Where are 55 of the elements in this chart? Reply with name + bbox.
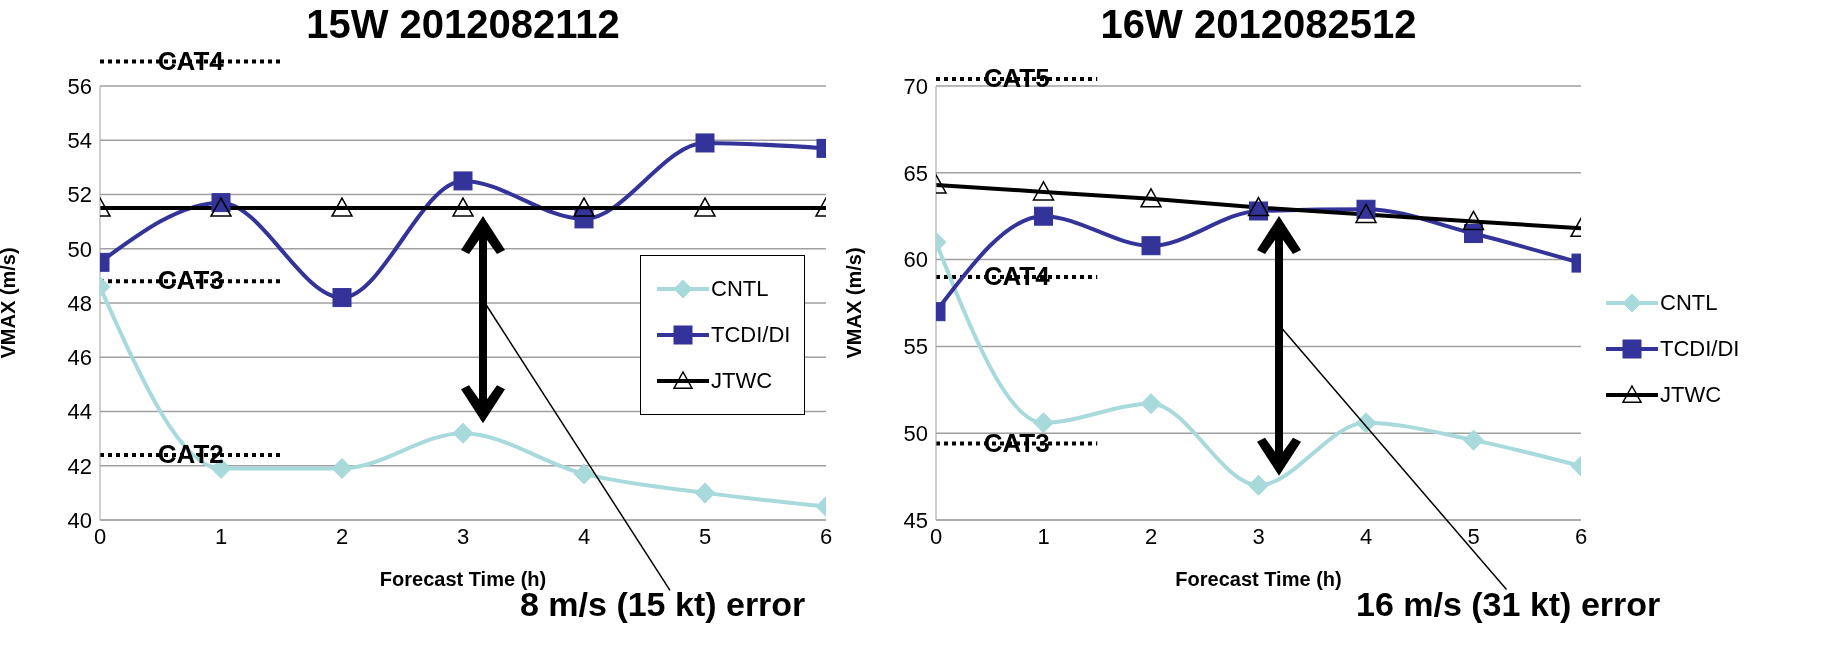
y-tick-label: 54 bbox=[67, 128, 92, 154]
y-tick-label: 42 bbox=[67, 453, 92, 479]
legend-label: CNTL bbox=[1660, 290, 1718, 316]
legend-label: CNTL bbox=[711, 276, 769, 302]
chart-title: 15W 2012082112 bbox=[305, 2, 621, 47]
point bbox=[453, 171, 473, 191]
y-tick-label: 52 bbox=[67, 182, 92, 208]
y-axis-title: VMAX (m/s) bbox=[843, 247, 866, 359]
point bbox=[573, 463, 595, 485]
y-tick-label: 55 bbox=[903, 334, 928, 360]
point bbox=[331, 457, 353, 479]
legend-label: TCDI/DI bbox=[1660, 336, 1740, 362]
y-tick-label: 46 bbox=[67, 345, 92, 371]
x-tick-label: 5 bbox=[1467, 523, 1480, 549]
point bbox=[1141, 236, 1161, 256]
y-tick-label: 40 bbox=[67, 507, 92, 533]
x-tick-label: 1 bbox=[214, 523, 228, 549]
y-tick-label: 44 bbox=[67, 399, 92, 425]
point bbox=[1355, 203, 1377, 224]
point bbox=[452, 422, 474, 444]
point bbox=[332, 288, 352, 308]
y-axis-title: VMAX (m/s) bbox=[0, 247, 20, 359]
point bbox=[331, 197, 353, 217]
y-tick-label: 50 bbox=[903, 421, 928, 447]
point bbox=[1248, 474, 1269, 496]
x-tick-label: 4 bbox=[577, 523, 591, 549]
legend-label: JTWC bbox=[711, 368, 773, 394]
x-tick-label: 2 bbox=[335, 523, 349, 549]
x-tick-label: 4 bbox=[1359, 523, 1373, 549]
x-tick-label: 1 bbox=[1037, 523, 1050, 549]
y-tick-label: 70 bbox=[903, 73, 928, 99]
y-tick-label: 56 bbox=[67, 73, 92, 99]
x-tick-label: 6 bbox=[819, 523, 833, 549]
chart-title: 16W 2012082512 bbox=[1099, 2, 1418, 47]
x-tick-label: 2 bbox=[1144, 523, 1158, 549]
x-tick-label: 0 bbox=[929, 523, 943, 549]
y-tick-label: 60 bbox=[903, 247, 928, 273]
x-axis-title: Forecast Time (h) bbox=[1175, 568, 1342, 590]
point bbox=[1247, 196, 1270, 217]
y-tick-label: 65 bbox=[903, 160, 928, 186]
point bbox=[1140, 393, 1162, 415]
point bbox=[1140, 188, 1162, 208]
x-tick-label: 5 bbox=[698, 523, 712, 549]
x-tick-label: 3 bbox=[1252, 523, 1265, 549]
y-tick-label: 48 bbox=[67, 290, 92, 316]
y-tick-label: 50 bbox=[67, 236, 92, 262]
y-tick-label: 45 bbox=[903, 507, 928, 533]
x-tick-label: 3 bbox=[456, 523, 470, 549]
point bbox=[573, 197, 595, 217]
x-tick-label: 6 bbox=[1574, 523, 1588, 549]
text: 16 m/s (31 kt) error bbox=[1356, 585, 1661, 624]
x-tick-label: 0 bbox=[93, 523, 107, 549]
legend-label: JTWC bbox=[1660, 382, 1722, 408]
point bbox=[452, 197, 474, 217]
legend-label: TCDI/DI bbox=[711, 322, 791, 348]
